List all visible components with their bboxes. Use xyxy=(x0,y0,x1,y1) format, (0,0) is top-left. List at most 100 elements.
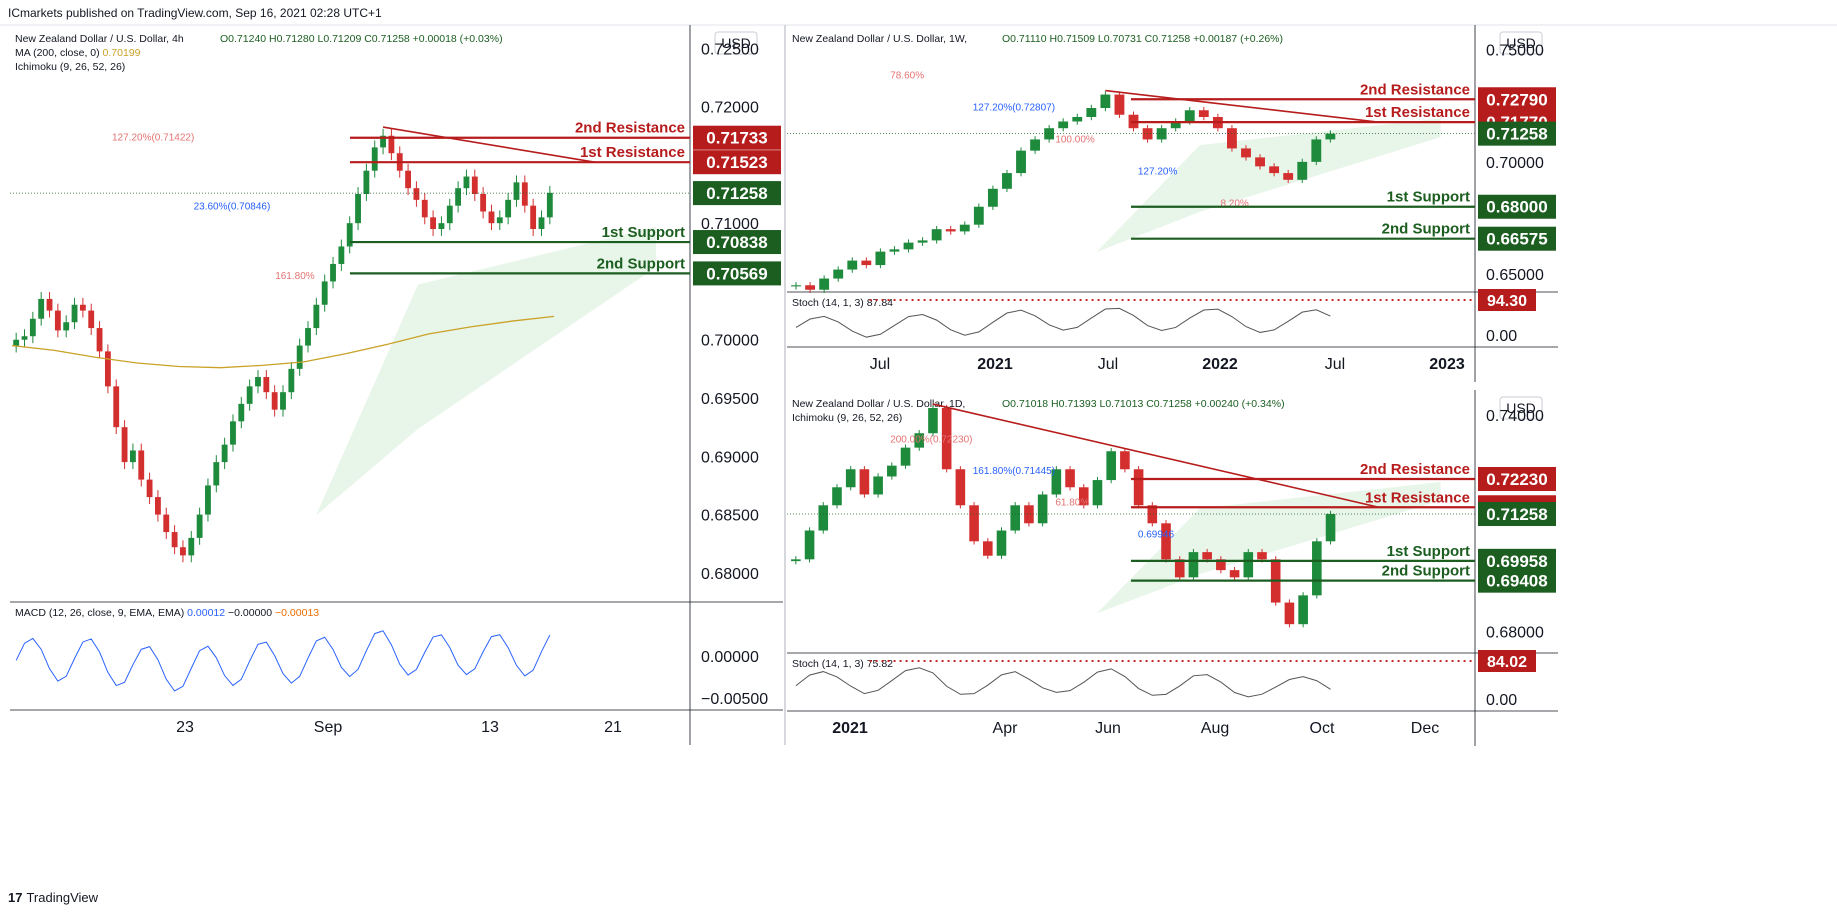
candle-body xyxy=(271,392,278,410)
y-tick-label: 0.65000 xyxy=(1486,267,1544,284)
candle xyxy=(438,216,445,236)
candle-body xyxy=(1072,116,1083,122)
candle-body xyxy=(471,176,478,195)
tradingview-brand[interactable]: 17 TradingView xyxy=(8,890,98,905)
sub-panel-label: Stoch (14, 1, 3) 75.82 xyxy=(792,658,893,670)
candle-body xyxy=(1100,94,1111,109)
symbol-label: New Zealand Dollar / U.S. Dollar, 1W, xyxy=(792,33,967,45)
candle xyxy=(1030,136,1040,154)
candle-body xyxy=(138,450,145,480)
sub-y-tick: 0.00 xyxy=(1486,692,1517,709)
level-resistance: 2nd Resistance 0.71733 xyxy=(350,120,781,150)
trendline xyxy=(932,403,1379,509)
candle-body xyxy=(847,260,858,270)
candle-body xyxy=(1002,173,1012,189)
candle-body xyxy=(421,199,428,218)
candle xyxy=(859,466,870,498)
candle xyxy=(480,187,487,219)
candle-body xyxy=(1114,94,1125,115)
candle xyxy=(188,530,195,563)
candle xyxy=(791,556,801,565)
candle-body xyxy=(987,188,998,207)
candle-body xyxy=(1188,552,1199,578)
candle-body xyxy=(818,505,829,531)
candle-body xyxy=(338,246,345,264)
currency-label: USD xyxy=(1506,400,1536,416)
candle-body xyxy=(914,433,925,448)
currency-box: USD xyxy=(1499,31,1543,55)
candle xyxy=(914,430,925,451)
level-name: 1st Support xyxy=(1387,189,1470,206)
candle xyxy=(1311,136,1322,166)
candle-body xyxy=(305,328,311,346)
candle-body xyxy=(1174,559,1185,578)
candle xyxy=(1198,107,1209,121)
tradingview-brand-label: TradingView xyxy=(26,890,99,905)
candle-body xyxy=(346,223,353,247)
candle xyxy=(903,239,914,253)
y-tick-label: 0.72000 xyxy=(701,100,759,117)
price-tag-label: 0.71258 xyxy=(1486,505,1547,524)
candle xyxy=(363,163,370,201)
sub-panel-label: MACD (12, 26, close, 9, EMA, EMA) 0.0001… xyxy=(15,607,319,619)
candle-body xyxy=(238,403,245,422)
fib-label: 100.00% xyxy=(1055,134,1095,145)
candle-body xyxy=(546,192,553,218)
candle xyxy=(805,282,816,293)
candle xyxy=(305,321,311,353)
level-resistance: 2nd Resistance 0.72230 xyxy=(1131,461,1556,491)
candle xyxy=(819,275,830,293)
x-tick-label: 13 xyxy=(481,719,499,736)
currency-label: USD xyxy=(1506,35,1536,51)
candle xyxy=(430,210,437,236)
x-tick-label: Apr xyxy=(993,720,1019,737)
candle-body xyxy=(1284,602,1295,625)
candle xyxy=(987,185,998,210)
candles xyxy=(13,128,553,563)
candle xyxy=(146,472,153,505)
candle-body xyxy=(973,206,984,225)
currency-label: USD xyxy=(721,35,751,51)
candle xyxy=(996,527,1007,559)
candle xyxy=(804,527,815,563)
chart-panel-nzdusd-4h: New Zealand Dollar / U.S. Dollar, 4h O0.7… xyxy=(10,25,783,745)
candle-body xyxy=(903,242,914,250)
candle xyxy=(113,379,120,435)
candle xyxy=(213,455,220,493)
candle-body xyxy=(188,537,195,556)
candle xyxy=(1216,556,1226,574)
trendline xyxy=(382,126,595,163)
candle-body xyxy=(1078,487,1089,506)
candle xyxy=(1188,548,1199,581)
candle-body xyxy=(171,532,178,548)
candle-body xyxy=(163,514,170,533)
y-tick-label: 0.75000 xyxy=(1486,43,1544,60)
candle-body xyxy=(221,444,228,463)
fib-label: 61.80% xyxy=(1055,498,1089,509)
candle-body xyxy=(71,304,78,323)
price-tag-label: 0.70838 xyxy=(706,233,767,252)
candle-body xyxy=(480,194,487,212)
currency-box: USD xyxy=(1499,396,1543,420)
candle xyxy=(1269,163,1280,177)
candle-body xyxy=(380,135,386,148)
x-tick-label: Jul xyxy=(1098,356,1118,373)
candle xyxy=(931,225,942,244)
stoch-marker-label: 84.02 xyxy=(1487,654,1527,671)
candle-body xyxy=(959,224,970,232)
candle xyxy=(71,297,78,330)
y-tick-label: 0.71000 xyxy=(701,216,759,233)
candle xyxy=(1227,125,1237,152)
candle xyxy=(873,473,883,498)
candle xyxy=(818,502,829,534)
candle xyxy=(205,478,211,522)
oscillator-line xyxy=(15,630,551,692)
candle-body xyxy=(900,447,911,466)
candle-body xyxy=(1241,148,1251,158)
candle xyxy=(296,338,303,376)
fib-label: 161.80%(0.71445) xyxy=(973,466,1055,477)
candle-body xyxy=(405,170,411,189)
candle-body xyxy=(1092,480,1103,506)
x-tick-label: Oct xyxy=(1310,720,1335,737)
candle xyxy=(321,274,328,312)
